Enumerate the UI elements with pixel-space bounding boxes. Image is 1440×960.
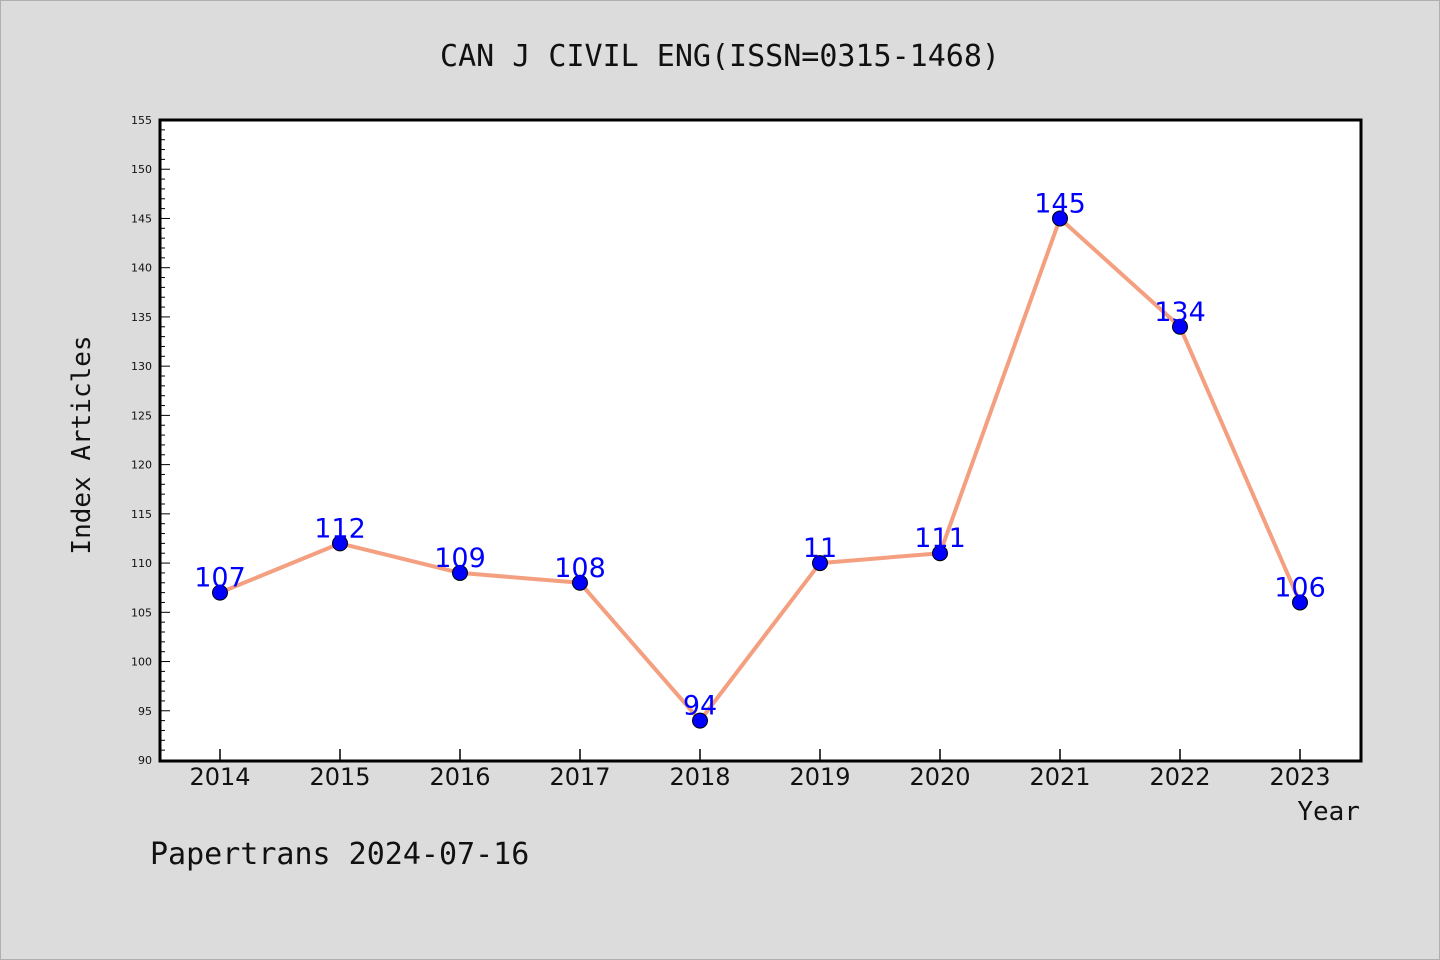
x-tick-label: 2022	[1149, 763, 1210, 791]
data-label: 111	[914, 523, 966, 554]
y-tick-label: 100	[131, 656, 152, 669]
y-axis-title: Index Articles	[67, 335, 97, 554]
y-tick-label: 150	[131, 163, 152, 176]
data-point	[1172, 318, 1188, 335]
y-tick-label: 145	[131, 212, 152, 225]
y-tick-label: 130	[131, 360, 152, 373]
x-tick-label: 2023	[1269, 763, 1330, 791]
data-point	[452, 564, 468, 581]
data-point	[1292, 594, 1308, 611]
y-tick-label: 115	[131, 508, 152, 521]
data-label: 11	[803, 533, 837, 564]
x-tick-label: 2017	[549, 763, 610, 791]
x-axis-title: Year	[1297, 797, 1360, 827]
x-axis: 2014 2015 2016 2017 2018 2019 2020 2021 2022 2023	[189, 749, 1331, 791]
y-tick-label: 120	[131, 459, 152, 472]
data-label: 106	[1274, 572, 1326, 603]
series-line	[219, 216, 1302, 723]
y-tick-label: 105	[131, 606, 152, 619]
y-tick-label: 155	[131, 114, 152, 127]
x-tick-label: 2016	[429, 763, 490, 791]
data-point	[1052, 210, 1068, 227]
data-point	[692, 712, 708, 729]
plot-area	[158, 118, 1363, 763]
data-point	[332, 535, 348, 552]
y-tick-label: 135	[131, 311, 152, 324]
data-label: 109	[434, 543, 486, 574]
y-tick-label: 90	[138, 754, 152, 767]
y-axis: 90 95 100 105 110 115 120 125 130 135 140 145 150 155	[131, 114, 170, 767]
x-tick-label: 2014	[189, 763, 250, 791]
chart-title: CAN J CIVIL ENG(ISSN=0315-1468)	[440, 39, 1000, 74]
x-tick-label: 2021	[1029, 763, 1090, 791]
data-point	[812, 555, 828, 572]
data-point	[212, 584, 228, 601]
y-tick-label: 140	[131, 262, 152, 275]
x-tick-label: 2020	[909, 763, 970, 791]
y-tick-label: 95	[138, 705, 152, 718]
data-label: 134	[1154, 297, 1206, 328]
y-tick-label: 125	[131, 409, 152, 422]
x-tick-label: 2018	[669, 763, 730, 791]
data-point	[572, 574, 588, 591]
data-label: 108	[554, 553, 606, 584]
data-label: 112	[314, 513, 366, 544]
data-label: 94	[683, 691, 717, 722]
y-tick-label: 110	[131, 557, 152, 570]
footer-text: Papertrans 2024-07-16	[150, 837, 529, 872]
data-point	[932, 545, 948, 562]
data-label: 145	[1034, 188, 1086, 219]
data-label: 107	[194, 563, 246, 594]
x-tick-label: 2019	[789, 763, 850, 791]
x-tick-label: 2015	[309, 763, 370, 791]
